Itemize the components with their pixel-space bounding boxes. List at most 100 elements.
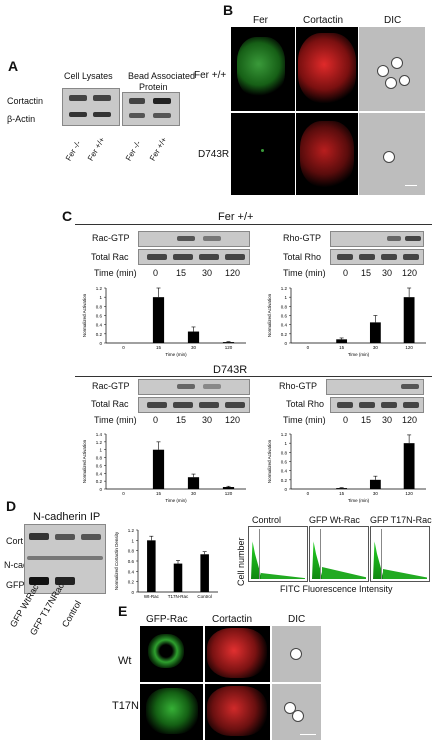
total-rho-blot-top	[330, 249, 424, 265]
flow-xlabel: FITC Fluorescence Intensity	[280, 584, 393, 594]
x-tick-label: 0	[307, 345, 310, 350]
bar	[336, 339, 348, 343]
y-tick-label: 0.8	[96, 304, 103, 309]
y-tick-label: 0.4	[96, 323, 103, 328]
bar	[403, 443, 415, 489]
y-tick-label: 0	[131, 590, 134, 595]
bar-chart-rho-d743r: 0 0.2 0.4 0.6 0.8 1 1.2 0 15 30 120 Time (min) Norma…	[267, 432, 426, 503]
row-label-wt: Wt	[118, 655, 132, 667]
total-rac-blot-bottom	[138, 397, 250, 413]
rho-gtp-blot-top	[330, 231, 424, 247]
divider-top	[75, 224, 432, 225]
x-tick-label: Wt-Rac	[144, 594, 160, 599]
bar	[152, 297, 165, 343]
bar	[222, 342, 235, 343]
x-tick-label: 30	[191, 491, 197, 496]
y-tick-label: 0.4	[96, 471, 103, 476]
y-tick-label: 0.6	[96, 314, 103, 319]
rho-gtp-label-bottom: Rho-GTP	[279, 381, 318, 391]
x-tick-label: 0	[122, 345, 125, 350]
panel-label-c: C	[62, 208, 73, 224]
bar	[173, 563, 183, 592]
total-rac-label-top: Total Rac	[91, 252, 129, 262]
bar	[152, 449, 165, 489]
time-30-rho-bottom: 30	[382, 415, 393, 425]
rho-gtp-label-top: Rho-GTP	[283, 233, 322, 243]
divider-bottom	[75, 376, 432, 377]
x-tick-label: 15	[339, 345, 345, 350]
micrograph-t17n-cortactin	[205, 684, 270, 740]
lane-label-a3: Fer -/-	[124, 139, 143, 163]
y-axis-label: Normalized Activation	[82, 439, 87, 483]
time-label-rac-bottom: Time (min)	[94, 415, 137, 425]
flow-title-control: Control	[252, 515, 282, 525]
micrograph-fer-wt-cortactin	[296, 27, 358, 111]
micrograph-t17n-gfp	[140, 684, 203, 740]
y-tick-label: 0.4	[128, 569, 135, 574]
row-label-d743r: D743R	[198, 149, 230, 160]
micrograph-wt-cortactin	[205, 626, 270, 682]
y-tick-label: 0.8	[96, 456, 103, 461]
time-30-rac-bottom: 30	[202, 415, 213, 425]
x-axis-label: Time (min)	[165, 498, 187, 503]
actin-row-label: β-Actin	[7, 114, 36, 124]
time-120-rho-top: 120	[402, 268, 418, 278]
time-0-rho-bottom: 0	[343, 415, 349, 425]
bar	[147, 540, 156, 592]
gfp-row-label: GFP	[6, 580, 25, 590]
time-0-rac-bottom: 0	[153, 415, 159, 425]
micrograph-d743r-fer	[231, 113, 295, 195]
micrograph-fer-wt-dic	[359, 27, 425, 111]
fer-wt-title: Fer +/+	[218, 211, 254, 223]
y-tick-label: 1	[131, 538, 134, 543]
flow-histogram-wt	[309, 526, 369, 582]
lane-label-a4: Fer +/+	[148, 135, 169, 163]
x-tick-label: 30	[373, 491, 379, 496]
row-label-t17n: T17N	[112, 700, 139, 712]
y-tick-label: 1.2	[96, 286, 103, 291]
bar-chart-rac-wt: 0 0.2 0.4 0.6 0.8 1 1.2 0 15 30 120 Time (min) Norma…	[82, 286, 246, 357]
x-tick-label: 30	[191, 345, 197, 350]
y-tick-label: 0.6	[96, 463, 103, 468]
y-tick-label: 1.4	[96, 432, 103, 437]
time-0-rac-top: 0	[153, 268, 159, 278]
row-label-fer-wt: Fer +/+	[194, 70, 227, 81]
time-120-rac-top: 120	[225, 268, 241, 278]
cortactin-row-label: Cortactin	[7, 96, 44, 106]
y-tick-label: 0.2	[96, 332, 103, 337]
x-axis-label: Time (min)	[165, 352, 187, 357]
rac-gtp-label-bottom: Rac-GTP	[92, 381, 130, 391]
x-tick-label: 15	[339, 491, 345, 496]
ip-blot	[24, 524, 106, 594]
bar	[187, 331, 200, 343]
x-tick-label: 120	[225, 345, 233, 350]
cell-lysates-label: Cell Lysates	[64, 71, 113, 81]
panel-label-a: A	[8, 58, 19, 74]
time-120-rac-bottom: 120	[225, 415, 241, 425]
bar-chart-cortactin-density: 0 0.2 0.4 0.6 0.8 1 1.2 Wt-Rac T17N-Rac Control No…	[114, 528, 218, 599]
x-tick-label: Control	[197, 594, 212, 599]
flow-ylabel: Cell number	[236, 537, 246, 586]
x-tick-label: T17N-Rac	[168, 594, 189, 599]
y-tick-label: 0.4	[281, 469, 288, 474]
y-tick-label: 0	[284, 487, 287, 492]
y-tick-label: 0.8	[281, 450, 288, 455]
micrograph-wt-dic	[272, 626, 321, 682]
x-tick-label: 0	[307, 491, 310, 496]
rho-gtp-blot-bottom	[326, 379, 424, 395]
flow-histogram-control	[248, 526, 308, 582]
x-tick-label: 15	[156, 345, 162, 350]
rac-gtp-blot-bottom	[138, 379, 250, 395]
col-label-gfp-rac: GFP-Rac	[146, 614, 188, 625]
y-tick-label: 0.2	[281, 478, 288, 483]
protein-label: Protein	[139, 82, 168, 92]
col-label-cortactin-e: Cortactin	[212, 614, 253, 625]
ncad-row-label: N-cad	[4, 560, 29, 570]
time-label-rac-top: Time (min)	[94, 268, 137, 278]
y-tick-label: 0	[99, 341, 102, 346]
y-tick-label: 1	[284, 441, 287, 446]
bar	[369, 479, 381, 489]
time-30-rho-top: 30	[382, 268, 393, 278]
y-axis-label: Normalized Cortactin Density	[114, 531, 119, 590]
y-tick-label: 0.6	[128, 559, 135, 564]
